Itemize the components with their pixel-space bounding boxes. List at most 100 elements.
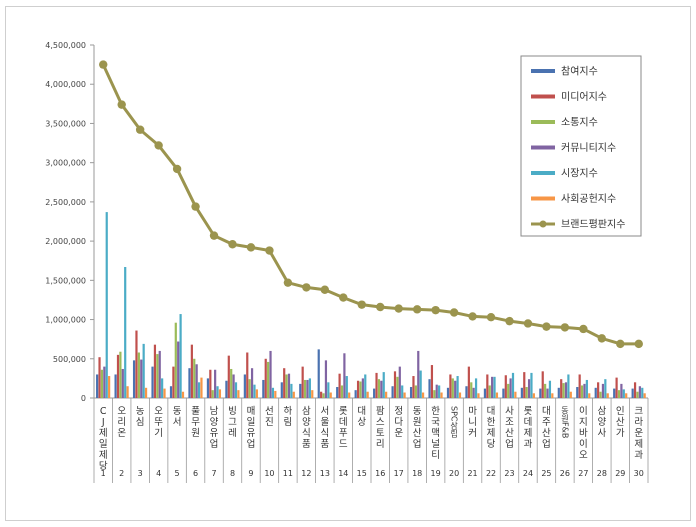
bar <box>338 373 341 398</box>
bar <box>477 393 480 398</box>
x-category-label-char: 산 <box>542 428 551 439</box>
bar <box>643 393 646 398</box>
x-category-label-char: 풀 <box>191 406 200 417</box>
bar <box>532 393 535 398</box>
bar <box>430 365 434 398</box>
bar <box>472 387 475 398</box>
x-category-label-char: 지 <box>579 417 588 428</box>
x-category-label-char: 그 <box>228 417 237 428</box>
x-category-label-char: 품 <box>320 439 329 450</box>
x-category-label-char: 식 <box>320 428 329 439</box>
x-category-label-char: 동 <box>413 406 422 417</box>
legend-label: 시장지수 <box>561 168 598 180</box>
bar <box>483 388 487 398</box>
x-category-label-char: 국 <box>431 417 440 428</box>
bar <box>246 352 249 398</box>
bar <box>414 385 417 398</box>
x-rank-label: 27 <box>578 469 588 478</box>
brand-reputation-point <box>505 316 514 326</box>
bar <box>151 366 154 398</box>
brand-reputation-point <box>579 324 588 334</box>
x-category-label-char: 원 <box>413 417 422 428</box>
bar <box>163 388 166 398</box>
brand-reputation-point <box>209 231 219 240</box>
x-category-label-char: J <box>101 417 105 428</box>
x-category-label-char: 일 <box>247 417 256 428</box>
bar <box>169 386 173 398</box>
x-rank-label: 25 <box>541 469 551 478</box>
x-category-label-char: 대 <box>542 406 551 417</box>
bar <box>320 391 323 398</box>
x-category-label-char: 마 <box>468 406 477 417</box>
bar <box>179 314 182 398</box>
brand-reputation-point <box>172 164 182 174</box>
bar <box>119 351 122 398</box>
bar <box>578 374 581 398</box>
x-category-label-char: 업 <box>247 438 256 450</box>
bar <box>306 379 309 398</box>
x-category-label-char: 데 <box>339 417 348 428</box>
x-rank-label: 18 <box>412 469 422 478</box>
bar <box>287 373 291 398</box>
x-category-label-char: 뚜 <box>154 417 163 428</box>
x-category-label-char: 산 <box>413 428 422 439</box>
bar <box>161 378 164 398</box>
bar <box>435 384 438 398</box>
bar-layer <box>96 212 646 398</box>
bar <box>636 391 639 398</box>
brand-reputation-point <box>265 246 274 255</box>
bar <box>327 382 330 398</box>
x-rank-label: 13 <box>320 469 330 478</box>
x-category-label-char: 제 <box>487 428 496 439</box>
bar <box>121 368 124 398</box>
x-category-label-char: 기 <box>154 428 163 439</box>
bar <box>354 390 357 398</box>
x-category-label: SPC삼립 <box>449 406 458 438</box>
legend-point-swatch <box>539 220 547 228</box>
x-category-label-char: 레 <box>228 428 237 439</box>
bar <box>124 266 127 398</box>
brand-reputation-point <box>339 293 348 302</box>
x-rank-label: 5 <box>175 469 180 478</box>
bar <box>211 390 214 398</box>
y-tick-label: 1,500,000 <box>45 276 86 285</box>
bar <box>153 344 157 398</box>
bar <box>541 371 544 398</box>
bar <box>641 387 644 398</box>
x-category-label-char: 유 <box>247 428 256 439</box>
bar <box>401 385 404 398</box>
bar <box>234 382 238 398</box>
legend-label: 커뮤니티지수 <box>561 142 616 154</box>
x-rank-label: 9 <box>248 469 253 478</box>
bar <box>488 385 491 398</box>
bar <box>105 212 108 398</box>
x-category-label-char: 오 <box>117 406 126 417</box>
bar <box>474 378 478 398</box>
x-category-label-char: 주 <box>542 417 551 428</box>
bar <box>509 378 512 398</box>
x-category-label-char: 무 <box>191 417 200 428</box>
bar <box>324 360 328 398</box>
x-rank-label: 1 <box>101 469 106 478</box>
bar <box>548 380 552 398</box>
bar <box>237 390 240 398</box>
x-category-label-char: 롯 <box>524 406 533 417</box>
bar <box>329 392 332 398</box>
bar <box>206 378 210 398</box>
bar <box>557 387 560 398</box>
brand-reputation-point <box>634 339 643 349</box>
x-category-label-char: 울 <box>320 417 329 428</box>
bar <box>96 374 99 398</box>
bar <box>412 376 415 398</box>
bar <box>377 379 381 398</box>
bar <box>527 379 531 398</box>
